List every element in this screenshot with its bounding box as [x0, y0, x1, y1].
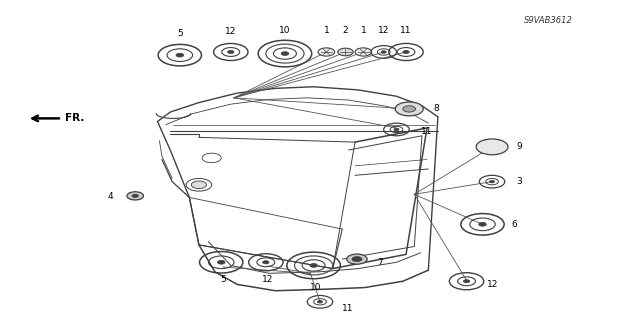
Text: 1: 1 [323, 26, 329, 35]
Circle shape [176, 53, 184, 57]
Circle shape [347, 254, 367, 264]
Text: 8: 8 [433, 104, 439, 113]
Text: 6: 6 [511, 220, 517, 229]
Circle shape [403, 106, 415, 112]
Circle shape [490, 180, 495, 183]
Text: 7: 7 [378, 258, 383, 267]
Circle shape [476, 139, 508, 155]
Text: 2: 2 [342, 26, 348, 35]
Text: 10: 10 [279, 26, 291, 35]
Circle shape [281, 52, 289, 56]
Circle shape [352, 256, 362, 262]
Text: 4: 4 [108, 192, 113, 201]
Circle shape [463, 280, 470, 283]
Circle shape [338, 48, 353, 56]
Text: 9: 9 [516, 142, 522, 151]
Text: 12: 12 [378, 26, 389, 35]
Text: S9VAB3612: S9VAB3612 [524, 16, 573, 25]
Text: 12: 12 [225, 27, 236, 36]
Text: 1: 1 [360, 26, 366, 35]
Text: 12: 12 [487, 280, 499, 289]
Text: 5: 5 [220, 275, 226, 284]
Circle shape [317, 300, 323, 303]
Circle shape [228, 50, 234, 54]
Circle shape [262, 261, 269, 264]
Text: 5: 5 [177, 28, 182, 38]
Circle shape [132, 194, 138, 197]
Circle shape [403, 50, 409, 54]
Circle shape [355, 48, 372, 56]
Circle shape [394, 128, 399, 131]
Circle shape [395, 102, 423, 116]
Text: 11: 11 [400, 26, 412, 35]
Circle shape [218, 260, 225, 264]
Text: FR.: FR. [65, 113, 84, 123]
Text: 11: 11 [342, 304, 354, 313]
Text: 12: 12 [262, 275, 273, 284]
Text: 10: 10 [310, 283, 321, 292]
Circle shape [191, 181, 207, 189]
Text: 3: 3 [516, 177, 522, 186]
Text: 11: 11 [420, 127, 432, 136]
Circle shape [318, 48, 335, 56]
Circle shape [127, 192, 143, 200]
Circle shape [310, 263, 317, 267]
Circle shape [381, 51, 387, 53]
Circle shape [479, 222, 486, 226]
